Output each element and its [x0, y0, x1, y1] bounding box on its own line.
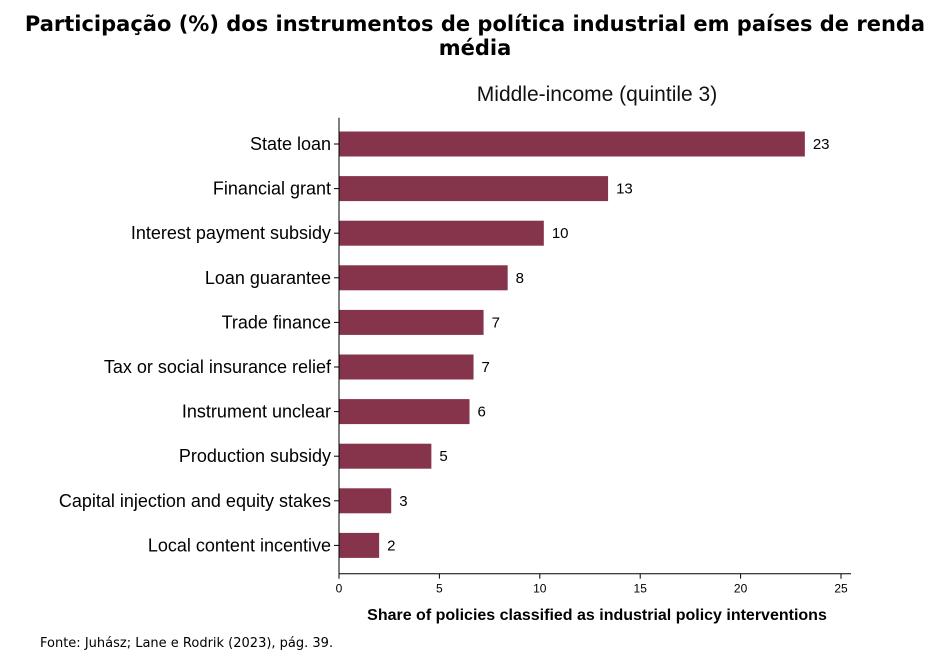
- data-label: 3: [399, 493, 407, 510]
- category-label: Loan guarantee: [205, 268, 331, 288]
- category-label: State loan: [250, 134, 331, 154]
- category-label: Trade finance: [222, 312, 331, 332]
- category-label: Interest payment subsidy: [131, 223, 331, 243]
- x-tick-label: 0: [336, 582, 343, 596]
- data-label: 5: [439, 448, 447, 465]
- bar: [339, 399, 470, 425]
- bar: [339, 220, 544, 246]
- x-tick-label: 20: [734, 582, 748, 596]
- data-label: 6: [478, 404, 486, 421]
- x-tick-label: 5: [436, 582, 443, 596]
- chart-title: Middle-income (quintile 3): [477, 83, 717, 106]
- page-title: Participação (%) dos instrumentos de pol…: [24, 12, 926, 60]
- x-axis: 0 5 10 15 20 25: [336, 117, 852, 596]
- category-label: Capital injection and equity stakes: [59, 491, 331, 511]
- source-note: Fonte: Juhász; Lane e Rodrik (2023), pág…: [40, 636, 334, 651]
- bar: [339, 309, 484, 335]
- bar: [339, 488, 392, 514]
- data-label: 7: [482, 359, 490, 376]
- category-label: Instrument unclear: [182, 402, 331, 422]
- bar: [339, 443, 432, 469]
- data-label: 7: [492, 314, 500, 331]
- data-label: 23: [813, 136, 830, 153]
- category-label: Local content incentive: [148, 535, 331, 555]
- category-label: Production subsidy: [179, 446, 331, 466]
- x-tick-label: 10: [533, 582, 547, 596]
- data-label: 10: [552, 225, 569, 242]
- bar: [339, 354, 474, 380]
- bar: [339, 532, 380, 558]
- category-label: Tax or social insurance relief: [104, 357, 332, 377]
- bar: [339, 265, 508, 291]
- bar: [339, 176, 609, 202]
- data-label: 2: [387, 537, 395, 554]
- data-label: 13: [616, 181, 633, 198]
- data-label: 8: [516, 270, 524, 287]
- bar: [339, 131, 805, 157]
- x-tick-label: 15: [634, 582, 648, 596]
- x-axis-title: Share of policies classified as industri…: [367, 607, 827, 624]
- category-label: Financial grant: [213, 179, 331, 199]
- x-tick-label: 25: [834, 582, 848, 596]
